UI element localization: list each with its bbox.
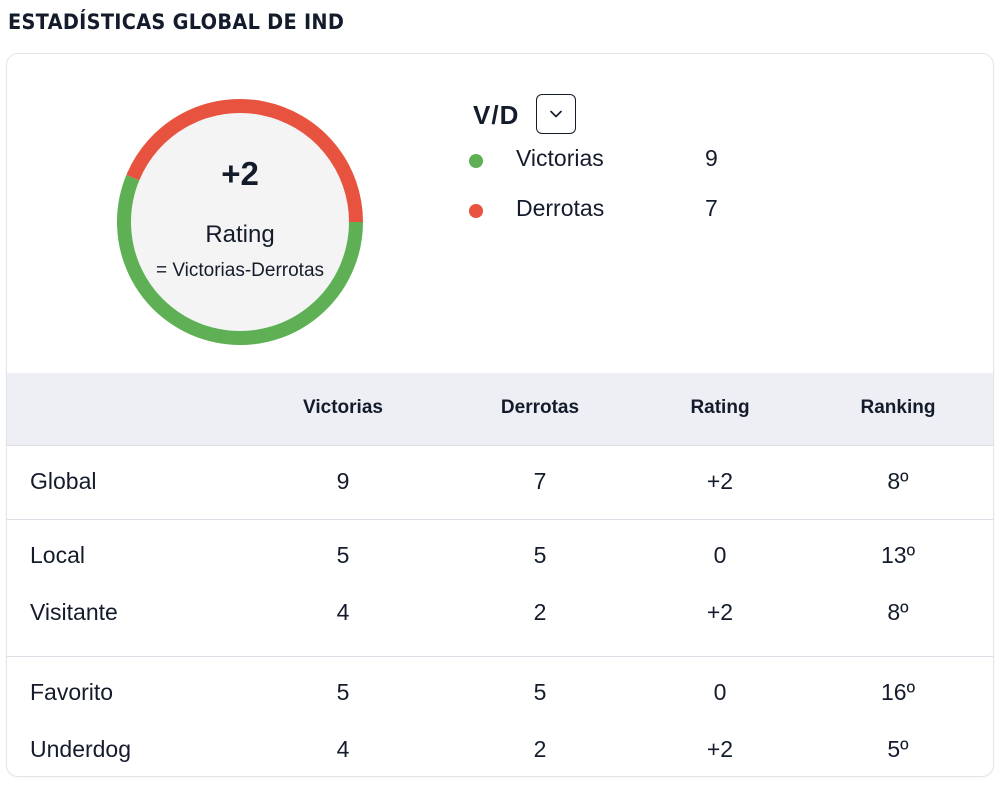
cell-ranking: 13º xyxy=(881,542,915,568)
row-label: Favorito xyxy=(30,679,114,705)
derrotas-dot xyxy=(469,204,483,218)
legend-item-derrotas: Derrotas 7 xyxy=(469,195,769,225)
row-label: Local xyxy=(30,542,85,568)
victorias-dot xyxy=(469,154,483,168)
legend-label: Derrotas xyxy=(516,195,605,221)
page-title: ESTADÍSTICAS GLOBAL DE IND xyxy=(8,10,345,34)
table-group-venue: Local 5 5 0 13º Visitante 4 2 +2 8º xyxy=(7,520,993,657)
legend-count: 7 xyxy=(705,195,718,221)
vd-dropdown-button[interactable] xyxy=(536,94,576,134)
row-label: Visitante xyxy=(30,599,118,625)
cell-victorias: 5 xyxy=(336,679,350,705)
cell-victorias: 9 xyxy=(336,468,350,494)
cell-rating: +2 xyxy=(706,468,734,494)
cell-rating: +2 xyxy=(706,736,734,762)
donut-svg xyxy=(117,99,363,345)
cell-rating: 0 xyxy=(713,679,727,705)
cell-ranking: 16º xyxy=(881,679,915,705)
rating-label: Rating xyxy=(205,221,275,248)
cell-derrotas: 2 xyxy=(533,736,547,762)
cell-derrotas: 2 xyxy=(533,599,547,625)
donut-slice-victorias xyxy=(117,174,363,345)
cell-rating: +2 xyxy=(706,599,734,625)
table-row: Favorito 5 5 0 16º xyxy=(7,665,993,722)
column-header-derrotas: Derrotas xyxy=(500,397,580,418)
stats-card: +2 Rating = Victorias-Derrotas V/D Victo… xyxy=(6,53,994,777)
cell-victorias: 4 xyxy=(336,736,350,762)
table-header: Victorias Derrotas Rating Ranking xyxy=(7,373,993,446)
legend-title: V/D xyxy=(473,100,520,130)
row-label: Underdog xyxy=(30,736,132,762)
rating-donut-chart: +2 Rating = Victorias-Derrotas xyxy=(115,97,365,347)
rating-formula: = Victorias-Derrotas xyxy=(155,260,325,281)
column-header-victorias: Victorias xyxy=(303,397,383,418)
donut-center xyxy=(124,106,356,338)
cell-rating: 0 xyxy=(713,542,727,568)
column-header-rating: Rating xyxy=(690,397,750,418)
column-header-ranking: Ranking xyxy=(860,397,936,418)
stats-table: Victorias Derrotas Rating Ranking Global… xyxy=(7,373,993,776)
rating-value: +2 xyxy=(221,155,259,192)
cell-victorias: 5 xyxy=(336,542,350,568)
chevron-down-icon xyxy=(550,110,562,118)
legend-item-victorias: Victorias 9 xyxy=(469,145,769,175)
cell-ranking: 8º xyxy=(887,468,909,494)
cell-derrotas: 5 xyxy=(533,542,547,568)
cell-derrotas: 7 xyxy=(533,468,547,494)
row-label: Global xyxy=(30,468,97,494)
cell-derrotas: 5 xyxy=(533,679,547,705)
table-row: Visitante 4 2 +2 8º xyxy=(7,585,993,642)
cell-ranking: 5º xyxy=(887,736,909,762)
table-group-odds: Favorito 5 5 0 16º Underdog 4 2 +2 5º xyxy=(7,657,993,776)
legend-count: 9 xyxy=(705,145,718,171)
donut-slice-derrotas xyxy=(126,99,363,223)
table-group-global: Global 9 7 +2 8º xyxy=(7,446,993,520)
cell-ranking: 8º xyxy=(887,599,909,625)
legend-label: Victorias xyxy=(516,145,604,171)
table-row: Local 5 5 0 13º xyxy=(7,528,993,585)
cell-victorias: 4 xyxy=(336,599,350,625)
table-row: Global 9 7 +2 8º xyxy=(7,454,993,511)
table-row: Underdog 4 2 +2 5º xyxy=(7,722,993,776)
